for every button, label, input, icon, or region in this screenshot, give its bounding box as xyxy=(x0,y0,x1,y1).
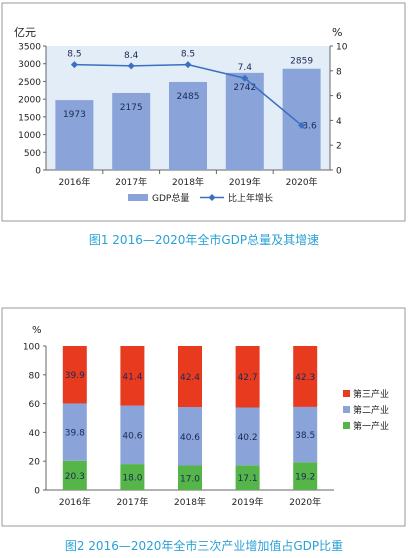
stack-segment-label: 17.1 xyxy=(238,474,258,484)
stack-segment xyxy=(62,346,87,404)
growth-point-label: 3.6 xyxy=(302,121,317,131)
growth-point-label: 8.5 xyxy=(67,50,81,60)
stack-segment-label: 40.6 xyxy=(180,433,200,443)
industry-share-chart-caption: 图2 2016—2020年全市三次产业增加值占GDP比重 xyxy=(64,539,344,553)
x-tick-label: 2019年 xyxy=(232,496,264,508)
gdp-bar xyxy=(282,68,321,170)
x-tick-label: 2018年 xyxy=(174,496,206,508)
stack-segment-label: 42.3 xyxy=(295,373,315,383)
x-tick-label: 2016年 xyxy=(58,176,90,188)
growth-point xyxy=(70,61,78,69)
gdp-bar xyxy=(169,81,207,170)
stack-segment xyxy=(62,403,87,461)
gdp-bar-label: 1973 xyxy=(63,110,86,120)
left-tick-label: 2500 xyxy=(18,78,41,88)
x-tick-label: 2017年 xyxy=(116,496,148,508)
stack-segment xyxy=(293,462,318,490)
right-axis-unit: % xyxy=(332,26,342,39)
legend-label: 第二产业 xyxy=(353,404,389,416)
x-tick-label: 2016年 xyxy=(59,496,91,508)
industry-share-chart: % 0 20 40 60 80 100 2016年 20.3 39.8 39.9 2017年 18.0 4… xyxy=(1,307,406,527)
stack-segment xyxy=(120,346,145,406)
stack-segment xyxy=(120,464,145,490)
x-tick-label: 2018年 xyxy=(172,176,204,188)
gdp-bar-label: 2859 xyxy=(290,57,313,67)
stack-segment-label: 42.7 xyxy=(238,373,258,383)
stack-segment xyxy=(235,407,260,466)
left-tick-label: 1000 xyxy=(18,131,41,141)
y-axis-unit: % xyxy=(32,325,42,336)
x-tick-label: 2017年 xyxy=(115,176,147,188)
stack-segment-label: 40.2 xyxy=(238,433,258,443)
stack-segment xyxy=(293,406,318,463)
right-tick-label: 4 xyxy=(336,117,342,127)
left-axis-unit: 亿元 xyxy=(14,26,36,39)
x-tick-label: 2020年 xyxy=(289,496,321,508)
stack-segment xyxy=(235,346,260,408)
y-tick-label: 20 xyxy=(29,458,41,468)
stack-segment-label: 38.5 xyxy=(295,431,315,441)
gdp-chart-panel: 0 500 1000 1500 2000 2500 3000 3500 0 2 4 6 8 10 亿元% 20… xyxy=(0,0,408,250)
left-tick-label: 3500 xyxy=(18,43,41,53)
left-tick-label: 500 xyxy=(24,149,41,159)
growth-point xyxy=(241,74,249,82)
gdp-bar-label: 2175 xyxy=(120,103,143,113)
stack-segment-label: 39.9 xyxy=(65,371,85,381)
legend-label: 第一产业 xyxy=(353,420,389,432)
x-tick-label: 2019年 xyxy=(229,176,261,188)
stack-segment xyxy=(235,465,260,490)
right-tick-label: 0 xyxy=(336,167,342,177)
legend-label-gdp: GDP总量 xyxy=(152,192,189,204)
x-tick-label: 2020年 xyxy=(286,176,318,188)
gdp-bar-label: 2485 xyxy=(177,92,200,102)
left-tick-label: 1500 xyxy=(18,113,41,123)
stack-segment xyxy=(293,346,318,407)
right-tick-label: 8 xyxy=(336,67,342,77)
left-tick-label: 0 xyxy=(35,167,41,177)
y-tick-label: 40 xyxy=(29,429,41,439)
legend-swatch xyxy=(343,422,350,429)
legend-label-growth: 比上年增长 xyxy=(228,192,273,204)
y-tick-label: 60 xyxy=(29,400,41,410)
stack-segment-label: 18.0 xyxy=(122,474,142,484)
gdp-bar xyxy=(112,92,151,170)
growth-point xyxy=(127,62,135,70)
stack-segment-label: 42.4 xyxy=(180,373,200,383)
growth-point-label: 8.4 xyxy=(124,51,139,61)
stack-segment-label: 41.4 xyxy=(122,372,142,382)
stack-segment xyxy=(178,407,202,466)
legend-marker-growth xyxy=(208,194,216,201)
right-tick-label: 10 xyxy=(336,43,348,53)
industry-share-chart-panel: % 0 20 40 60 80 100 2016年 20.3 39.8 39.9 2017年 18.0 4… xyxy=(0,300,408,558)
growth-point xyxy=(298,121,306,129)
legend-swatch-gdp xyxy=(128,194,148,201)
right-tick-label: 2 xyxy=(336,142,342,152)
gdp-bar-label: 2742 xyxy=(233,83,256,93)
y-tick-label: 100 xyxy=(23,343,40,353)
right-tick-label: 6 xyxy=(336,92,342,102)
legend-swatch xyxy=(343,406,350,413)
stack-segment-label: 39.8 xyxy=(65,429,85,439)
stack-segment-label: 20.3 xyxy=(65,472,85,482)
legend-swatch xyxy=(343,390,350,397)
growth-point-label: 7.4 xyxy=(238,63,253,73)
left-tick-label: 3000 xyxy=(18,60,41,70)
stack-segment xyxy=(62,460,87,490)
stack-segment xyxy=(120,405,145,465)
left-tick-label: 2000 xyxy=(18,96,41,106)
chart-frame xyxy=(1,307,406,527)
y-tick-label: 0 xyxy=(34,487,40,497)
stack-segment xyxy=(178,346,202,408)
legend-label: 第三产业 xyxy=(353,388,389,400)
gdp-chart-caption: 图1 2016—2020年全市GDP总量及其增速 xyxy=(88,233,320,247)
y-tick-label: 80 xyxy=(29,371,41,381)
growth-point-label: 8.5 xyxy=(181,50,195,60)
growth-point xyxy=(184,61,192,69)
stack-segment-label: 17.0 xyxy=(180,474,200,484)
gdp-chart: 0 500 1000 1500 2000 2500 3000 3500 0 2 4 6 8 10 亿元 % 20… xyxy=(1,2,406,222)
stack-segment xyxy=(178,465,202,490)
stack-segment-label: 19.2 xyxy=(295,473,315,483)
stack-segment-label: 40.6 xyxy=(122,431,142,441)
gdp-bar xyxy=(55,100,94,170)
